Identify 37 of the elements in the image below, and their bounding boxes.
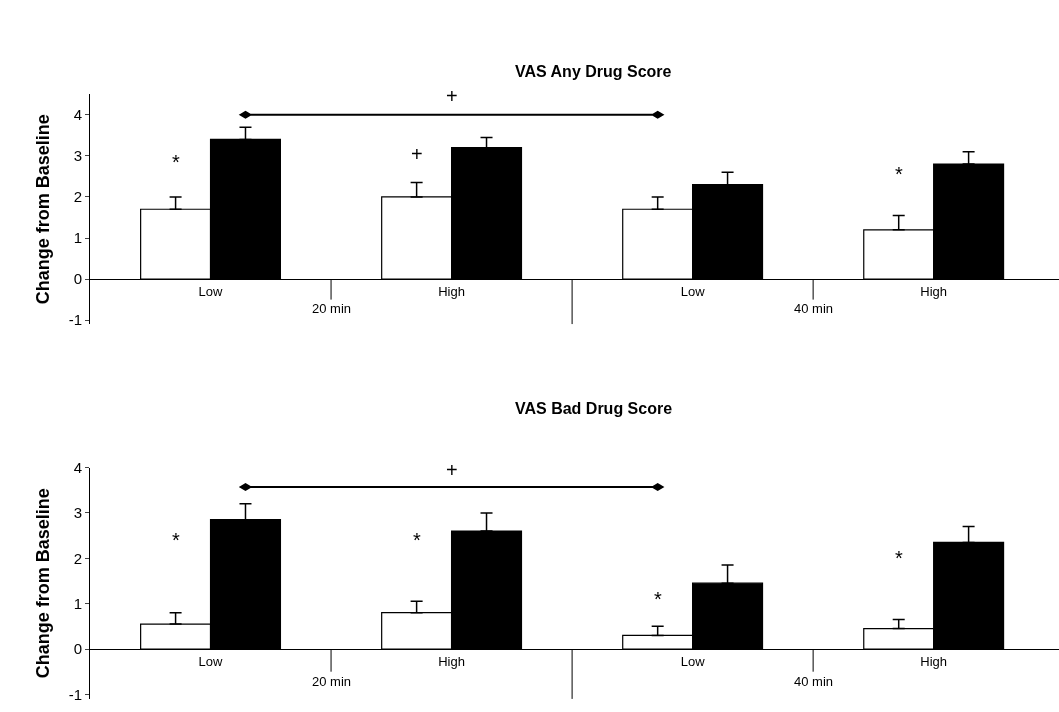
y-axis-title: Change from Baseline [32,488,53,679]
annotation: 40 min [794,674,834,689]
y-tick-label: 1 [73,594,83,612]
y-tick-label: 2 [73,188,83,206]
x-tick-label: High [438,283,465,299]
x-tick-label: High [920,653,948,669]
y-tick-label: 0 [73,640,83,658]
y-tick-label: 4 [73,106,83,124]
annotation: * [172,151,180,173]
x-tick-label: Low [680,283,706,299]
y-tick-label: 3 [73,504,83,522]
y-tick-label: 2 [73,549,83,567]
chart-title: VAS Any Drug Score [515,63,672,80]
y-tick-label: 4 [73,458,83,476]
annotation: * [413,529,421,551]
x-tick-label: High [920,283,948,299]
annotation: + [446,85,458,107]
annotation: * [654,588,662,610]
annotation: 20 min [312,301,352,316]
y-axis-title: Change from Baseline [32,114,53,305]
annotation: 20 min [312,674,352,689]
x-tick-label: Low [680,653,706,669]
y-tick-label: -1 [68,311,83,329]
annotation: 40 min [794,301,834,316]
annotation: * [895,547,903,569]
y-tick-label: -1 [68,685,83,703]
annotation: * [172,529,180,551]
x-tick-label: Low [198,283,224,299]
y-tick-label: 3 [73,147,83,165]
annotation: * [895,163,903,185]
annotation: + [411,143,423,165]
annotation: + [446,459,458,481]
chart-title: VAS Bad Drug Score [515,400,673,417]
y-tick-label: 0 [73,270,83,288]
x-tick-label: High [438,653,465,669]
x-tick-label: Low [198,653,224,669]
y-tick-label: 1 [73,229,83,247]
